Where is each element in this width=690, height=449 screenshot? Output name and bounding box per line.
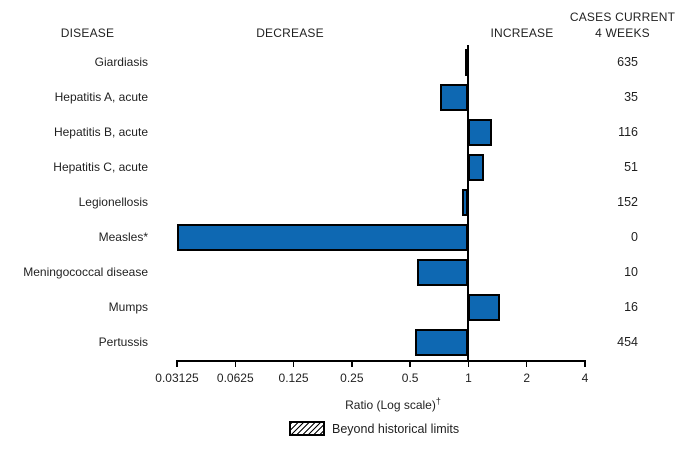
axis-tick <box>234 360 237 367</box>
axis-tick-label: 1 <box>465 371 472 385</box>
disease-label: Hepatitis C, acute <box>53 160 148 174</box>
ratio-bar <box>465 49 470 76</box>
axis-tick-label: 0.0625 <box>216 371 254 385</box>
disease-label: Hepatitis A, acute <box>54 90 148 104</box>
ratio-bar <box>415 329 469 356</box>
axis-tick <box>292 360 295 367</box>
disease-label: Pertussis <box>98 335 148 349</box>
ratio-bar <box>462 189 469 216</box>
cases-value: 116 <box>618 125 638 139</box>
cases-value: 635 <box>617 55 638 69</box>
axis-tick-label: 0.25 <box>340 371 364 385</box>
column-header-decrease: DECREASE <box>256 26 324 40</box>
axis-tick-label: 0.125 <box>278 371 309 385</box>
x-axis-title-text: Ratio (Log scale) <box>345 398 436 412</box>
ratio-bar <box>177 224 469 251</box>
cases-value: 16 <box>624 300 638 314</box>
column-header-disease: DISEASE <box>60 26 115 40</box>
axis-tick <box>351 360 353 367</box>
axis-tick-label: 0.03125 <box>155 371 199 385</box>
column-header-cases-line1: CASES CURRENT <box>569 10 676 24</box>
disease-label: Mumps <box>108 300 148 314</box>
legend: Beyond historical limits <box>289 421 459 436</box>
column-header-cases: CASES CURRENT 4 WEEKS <box>560 9 685 41</box>
ratio-bar <box>468 294 501 321</box>
axis-tick <box>176 360 178 367</box>
cases-value: 51 <box>624 160 638 174</box>
disease-label: Legionellosis <box>78 195 148 209</box>
x-axis-title: Ratio (Log scale)† <box>243 396 543 412</box>
disease-label: Giardiasis <box>94 55 148 69</box>
cases-value: 10 <box>624 265 638 279</box>
axis-tick <box>467 360 470 367</box>
cases-value: 35 <box>624 90 638 104</box>
cases-value: 152 <box>617 195 638 209</box>
axis-tick-label: 2 <box>523 371 531 385</box>
axis-tick-label: 0.5 <box>401 371 419 385</box>
axis-tick <box>525 360 528 367</box>
ratio-bar <box>416 259 469 286</box>
x-axis-line <box>176 360 586 362</box>
legend-label: Beyond historical limits <box>332 421 460 436</box>
ratio-bar <box>439 84 469 111</box>
disease-label: Measles* <box>98 230 148 244</box>
disease-label: Hepatitis B, acute <box>53 125 148 139</box>
axis-tick-label: 4 <box>581 371 589 385</box>
cases-value: 454 <box>617 335 638 349</box>
axis-tick <box>409 360 411 367</box>
column-header-increase: INCREASE <box>490 26 554 40</box>
hatched-swatch-icon <box>289 421 325 436</box>
disease-label: Meningococcal disease <box>23 265 148 279</box>
ratio-bar <box>468 119 492 146</box>
column-header-cases-line2: 4 WEEKS <box>595 26 650 40</box>
cases-value: 0 <box>631 230 638 244</box>
x-axis-title-dagger: † <box>435 396 441 406</box>
ratio-bar <box>468 154 485 181</box>
axis-tick <box>584 360 586 367</box>
